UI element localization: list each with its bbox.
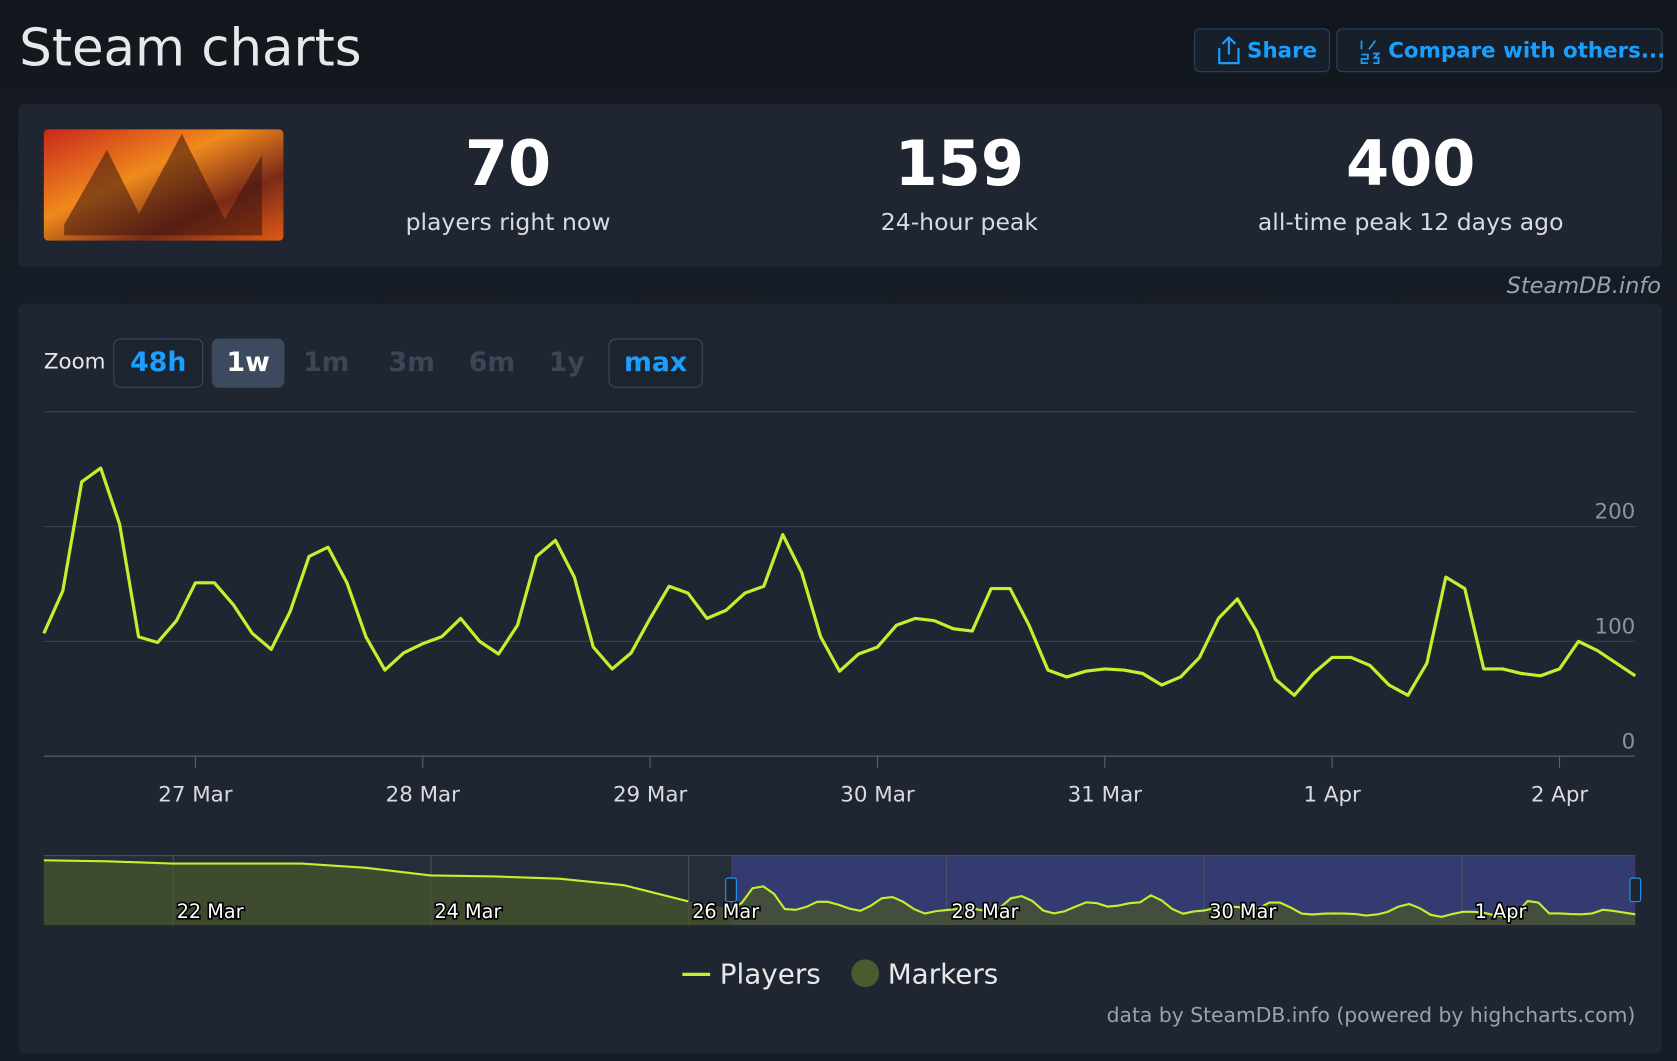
navigator-handle[interactable] — [725, 877, 737, 903]
navigator-label: 28 Mar — [952, 900, 1019, 923]
x-tick-label: 27 Mar — [158, 783, 233, 808]
zoom-option[interactable]: max — [624, 347, 687, 378]
y-tick-label: 200 — [1594, 500, 1635, 525]
compare-icon — [1360, 40, 1381, 64]
players-line — [42, 466, 1637, 697]
stat-label: 24-hour peak — [881, 208, 1039, 236]
zoom-option[interactable]: 1w — [226, 347, 269, 378]
y-tick-label: 0 — [1622, 729, 1636, 754]
share-icon — [1218, 35, 1240, 65]
game-image-art — [64, 133, 263, 236]
y-tick-label: 100 — [1594, 614, 1635, 639]
zoom-button[interactable] — [113, 338, 204, 388]
source-label: SteamDB.info — [1507, 273, 1661, 299]
zoom-option[interactable]: 48h — [130, 347, 186, 378]
zoom-option: 1m — [303, 347, 349, 378]
x-tick-label: 31 Mar — [1068, 783, 1143, 808]
x-tick-label: 29 Mar — [613, 783, 688, 808]
zoom-label: Zoom — [44, 350, 106, 375]
legend-label[interactable]: Markers — [888, 957, 999, 990]
navigator-line — [730, 885, 1636, 919]
legend-label[interactable]: Players — [720, 957, 821, 990]
navigator-line-early — [43, 859, 689, 903]
zoom-option: 3m — [389, 347, 435, 378]
stat-label: players right now — [406, 208, 611, 236]
stat-value: 400 — [1346, 127, 1475, 200]
navigator-label: 1 Apr — [1475, 900, 1527, 923]
navigator-handle[interactable] — [1629, 877, 1642, 903]
compare-label: Compare with others... — [1388, 38, 1665, 63]
navigator-label: 26 Mar — [692, 900, 759, 923]
x-tick-label: 30 Mar — [840, 783, 915, 808]
stat-label: all-time peak 12 days ago — [1258, 208, 1564, 236]
zoom-button[interactable] — [608, 338, 703, 388]
zoom-option: 1y — [549, 347, 585, 378]
stats-panel — [18, 103, 1663, 268]
stat-value: 70 — [465, 127, 551, 200]
x-tick-label: 2 Apr — [1531, 783, 1589, 808]
chart-panel — [18, 303, 1663, 1054]
navigator-label: 22 Mar — [177, 900, 244, 923]
zoom-button[interactable] — [211, 338, 285, 388]
credits: data by SteamDB.info (powered by highcha… — [1107, 1003, 1636, 1027]
zoom-option: 6m — [469, 347, 515, 378]
stat-value: 159 — [895, 127, 1024, 200]
navigator-label: 24 Mar — [434, 900, 501, 923]
compare-button[interactable] — [1336, 28, 1663, 73]
legend-marker — [851, 959, 880, 988]
x-tick-label: 28 Mar — [386, 783, 461, 808]
x-tick-label: 1 Apr — [1303, 783, 1361, 808]
share-label: Share — [1247, 38, 1317, 63]
navigator-label: 30 Mar — [1209, 900, 1276, 923]
page-title: Steam charts — [19, 18, 361, 78]
